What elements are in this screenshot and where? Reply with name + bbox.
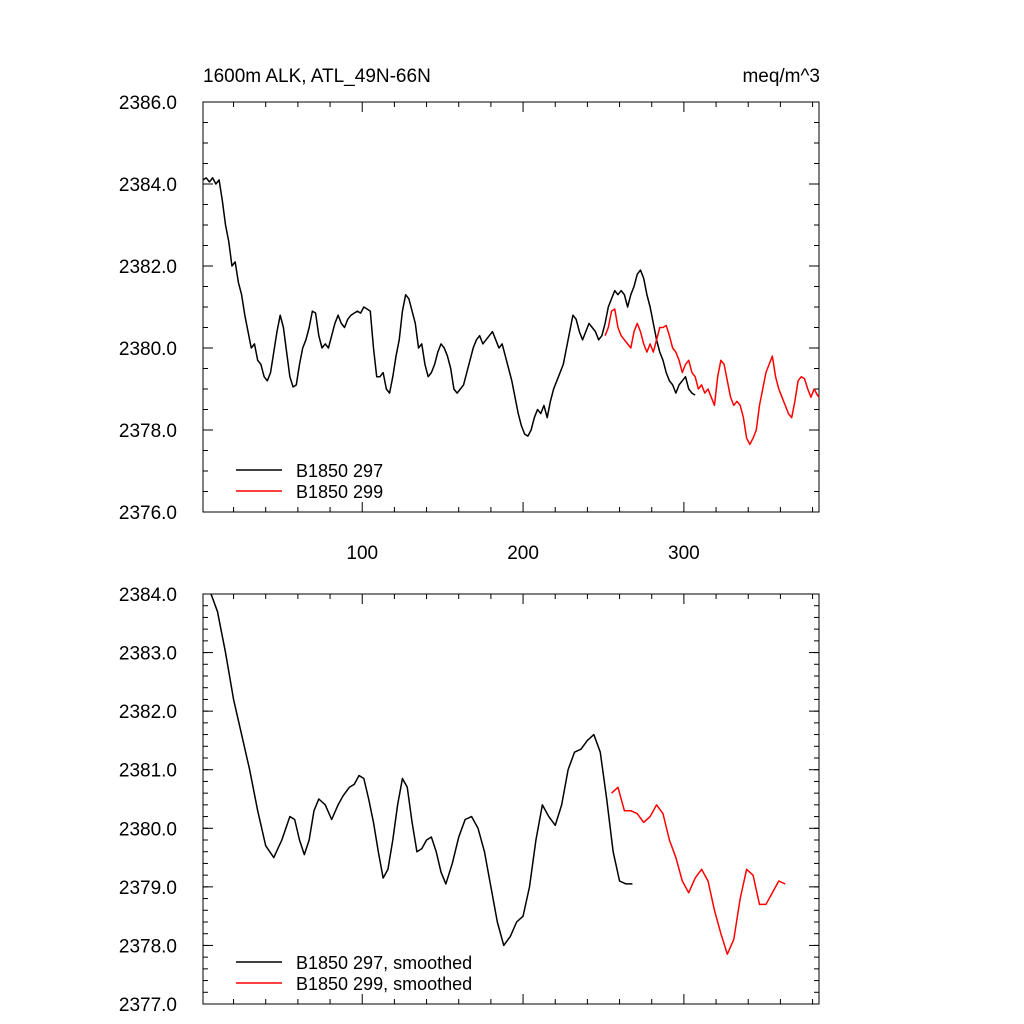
top-y-tick-label: 2382.0 [119, 257, 177, 278]
bottom-plot-area [202, 593, 820, 1005]
top-series-line-2 [604, 308, 820, 446]
bottom-y-tick-label: 2382.0 [119, 702, 177, 723]
bottom-series-group [210, 593, 786, 955]
top-y-tick-label: 2380.0 [119, 339, 177, 360]
bottom-y-tick-label: 2377.0 [119, 995, 177, 1016]
top-panel: 1600m ALK, ATL_49N-66N meq/m^3 2376.0237… [119, 66, 820, 564]
top-x-tick-label: 200 [507, 543, 539, 564]
top-series-group [202, 177, 820, 446]
bottom-y-tick-label: 2384.0 [119, 585, 177, 606]
top-legend-label-1: B1850 297 [296, 461, 383, 481]
bottom-legend: B1850 297, smoothed B1850 299, smoothed [236, 953, 472, 994]
bottom-y-tick-label: 2379.0 [119, 878, 177, 899]
top-x-tick-label: 100 [346, 543, 378, 564]
bottom-series-line-2 [611, 786, 786, 955]
top-panel-title: 1600m ALK, ATL_49N-66N [203, 66, 431, 87]
top-y-tick-label: 2384.0 [119, 175, 177, 196]
top-legend-label-2: B1850 299 [296, 482, 383, 502]
top-series-line-1 [202, 177, 696, 437]
bottom-y-tick-label: 2383.0 [119, 644, 177, 665]
bottom-legend-label-2: B1850 299, smoothed [296, 974, 472, 994]
top-axis-ticks: 2376.0 2378.0 2380.0 2382.0 2384.0 2386.0 100 2… [119, 93, 819, 564]
bottom-y-tick-label: 2380.0 [119, 819, 177, 840]
bottom-axis-ticks: 2377.0 2378.0 2379.0 2380.0 2381.0 2382.0 2383… [119, 585, 819, 1016]
bottom-legend-label-1: B1850 297, smoothed [296, 953, 472, 973]
top-panel-units: meq/m^3 [742, 66, 820, 87]
bottom-y-tick-label: 2378.0 [119, 936, 177, 957]
top-y-tick-label: 2378.0 [119, 421, 177, 442]
top-plot-area [202, 101, 820, 513]
top-y-tick-label: 2376.0 [119, 503, 177, 524]
bottom-y-tick-label: 2381.0 [119, 761, 177, 782]
bottom-series-line-1 [210, 593, 633, 947]
top-legend: B1850 297 B1850 299 [236, 461, 383, 502]
top-x-tick-label: 300 [668, 543, 700, 564]
bottom-panel: 2377.0 2378.0 2379.0 2380.0 2381.0 2382.0 2383… [119, 585, 820, 1016]
top-y-tick-label: 2386.0 [119, 93, 177, 114]
